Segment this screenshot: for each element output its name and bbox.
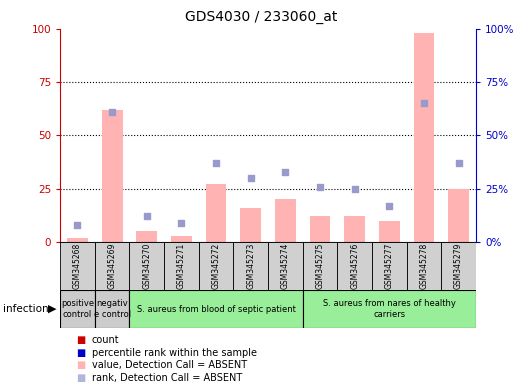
Bar (101, 110, 122, 242)
FancyBboxPatch shape (199, 242, 233, 290)
Point (281, 169, 290, 175)
FancyBboxPatch shape (268, 242, 303, 290)
Point (420, 100, 428, 106)
Bar (379, 220, 400, 242)
Text: GSM345276: GSM345276 (350, 243, 359, 289)
Point (350, 185, 359, 192)
Text: count: count (92, 335, 119, 345)
Text: GSM345273: GSM345273 (246, 243, 255, 289)
Text: GSM345272: GSM345272 (212, 243, 221, 289)
Point (246, 175, 255, 181)
Text: GSM345269: GSM345269 (108, 243, 117, 289)
Point (212, 160, 220, 166)
Point (177, 220, 186, 226)
Point (385, 203, 393, 209)
FancyBboxPatch shape (60, 242, 95, 290)
Bar (171, 235, 192, 242)
Bar (241, 208, 261, 242)
Bar (448, 189, 469, 242)
Text: rank, Detection Call = ABSENT: rank, Detection Call = ABSENT (92, 373, 242, 383)
Text: ■: ■ (76, 360, 86, 370)
Text: percentile rank within the sample: percentile rank within the sample (92, 348, 256, 358)
Point (108, 109, 116, 115)
FancyBboxPatch shape (233, 242, 268, 290)
Text: GSM345279: GSM345279 (454, 243, 463, 289)
Bar (206, 184, 226, 242)
Bar (137, 231, 157, 242)
Text: GSM345275: GSM345275 (315, 243, 324, 289)
Bar (67, 238, 88, 242)
Point (73, 222, 82, 228)
Bar (414, 33, 434, 242)
FancyBboxPatch shape (372, 242, 407, 290)
Text: ■: ■ (76, 335, 86, 345)
FancyBboxPatch shape (95, 290, 129, 328)
Text: ▶: ▶ (48, 304, 56, 314)
Text: ■: ■ (76, 348, 86, 358)
FancyBboxPatch shape (407, 242, 441, 290)
FancyBboxPatch shape (337, 242, 372, 290)
FancyBboxPatch shape (303, 242, 337, 290)
Point (143, 213, 151, 219)
Text: GSM345270: GSM345270 (142, 243, 151, 289)
FancyBboxPatch shape (303, 290, 476, 328)
FancyBboxPatch shape (95, 242, 129, 290)
Point (454, 160, 463, 166)
Text: S. aureus from blood of septic patient: S. aureus from blood of septic patient (137, 305, 295, 314)
Text: GSM345271: GSM345271 (177, 243, 186, 289)
FancyBboxPatch shape (129, 290, 303, 328)
FancyBboxPatch shape (164, 242, 199, 290)
Bar (310, 216, 331, 242)
Bar (344, 216, 365, 242)
Text: GSM345274: GSM345274 (281, 243, 290, 289)
Text: value, Detection Call = ABSENT: value, Detection Call = ABSENT (92, 360, 247, 370)
Text: S. aureus from nares of healthy
carriers: S. aureus from nares of healthy carriers (323, 300, 456, 319)
Bar (275, 199, 295, 242)
Text: GSM345268: GSM345268 (73, 243, 82, 289)
Text: ■: ■ (76, 373, 86, 383)
FancyBboxPatch shape (129, 242, 164, 290)
FancyBboxPatch shape (441, 242, 476, 290)
Text: infection: infection (3, 304, 48, 314)
Text: GSM345277: GSM345277 (385, 243, 394, 289)
Point (316, 184, 324, 190)
Text: GSM345278: GSM345278 (419, 243, 428, 289)
FancyBboxPatch shape (60, 290, 95, 328)
Text: negativ
e control: negativ e control (94, 300, 131, 319)
Text: positive
control: positive control (61, 300, 94, 319)
Text: GDS4030 / 233060_at: GDS4030 / 233060_at (185, 10, 338, 23)
